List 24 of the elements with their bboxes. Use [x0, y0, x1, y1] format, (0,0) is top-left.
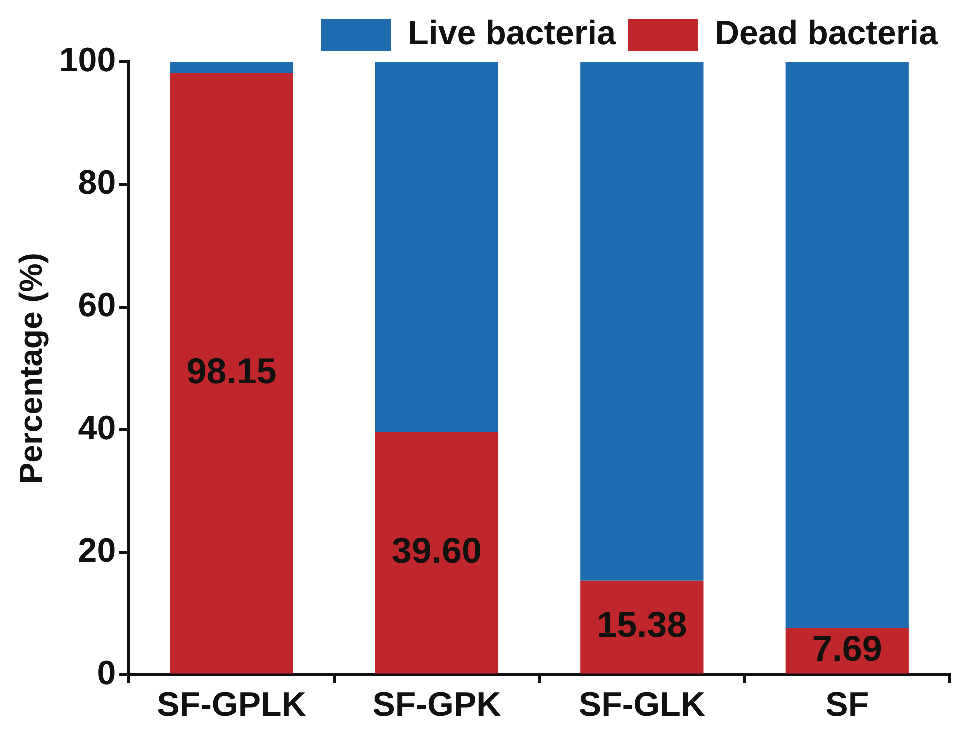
y-tick-label: 40 — [78, 409, 116, 448]
y-tick-label: 20 — [78, 532, 116, 570]
x-tick-label: SF-GPLK — [157, 686, 307, 724]
legend-label: Dead bacteria — [715, 14, 940, 52]
bar — [170, 73, 294, 674]
y-tick-label: 60 — [78, 286, 116, 325]
data-label: 7.69 — [812, 628, 882, 669]
bar — [580, 580, 704, 674]
legend-label: Live bacteria — [408, 14, 618, 52]
x-tick-label: SF-GPK — [372, 686, 502, 724]
x-tick-label: SF-GLK — [578, 686, 706, 724]
y-tick-label: 80 — [78, 164, 116, 202]
y-tick-label: 100 — [59, 41, 116, 80]
bar — [786, 62, 909, 628]
bar — [375, 62, 499, 432]
data-label: 15.38 — [597, 604, 688, 646]
bar — [580, 62, 704, 581]
x-tick-label: SF — [826, 686, 870, 724]
y-axis-title: Percentage (%) — [13, 253, 50, 484]
bar — [375, 432, 499, 674]
data-label: 98.15 — [186, 350, 277, 392]
data-label: 39.60 — [392, 530, 482, 571]
y-tick-label: 0 — [97, 654, 116, 693]
bar — [170, 62, 294, 74]
